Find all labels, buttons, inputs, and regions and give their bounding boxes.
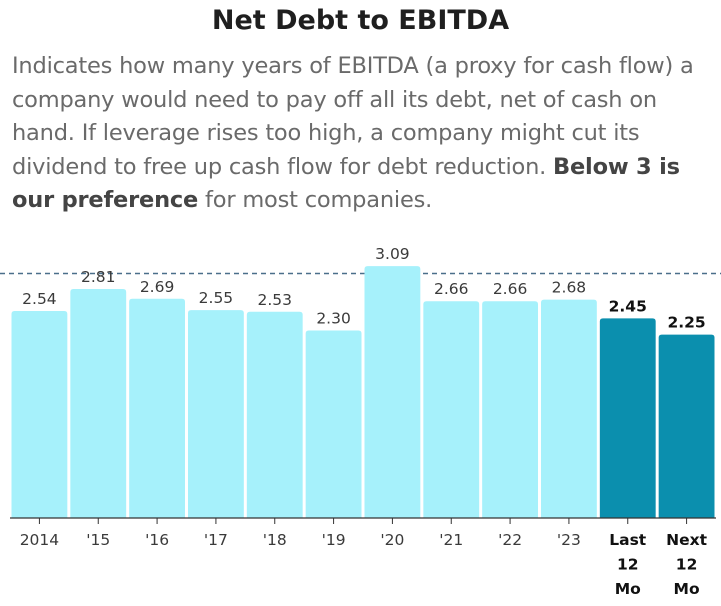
data-label: 2.81 [81, 268, 116, 286]
x-tick-label: '16 [145, 531, 169, 549]
bar [188, 310, 244, 518]
bar [305, 330, 362, 518]
x-tick-label: '19 [322, 531, 346, 549]
x-tick-label: '20 [380, 531, 404, 549]
data-label: 2.66 [434, 280, 469, 298]
data-label: 2.45 [609, 297, 647, 315]
x-tick-label: '23 [557, 531, 581, 549]
description-text-end: for most companies. [198, 187, 433, 214]
data-label: 2.25 [667, 314, 705, 332]
bar [658, 334, 715, 518]
bar [541, 299, 597, 518]
data-label: 2.55 [199, 289, 234, 307]
description-text: Indicates how many years of EBITDA (a pr… [12, 53, 694, 180]
x-tick-label: '21 [439, 531, 463, 549]
data-label: 2.66 [493, 280, 528, 298]
bar [129, 298, 185, 518]
bar [599, 318, 656, 518]
chart-title: Net Debt to EBITDA [211, 5, 510, 36]
x-tick-label: '18 [263, 531, 287, 549]
x-tick-label: '17 [204, 531, 228, 549]
chart-description: Indicates how many years of EBITDA (a pr… [12, 50, 712, 218]
x-tick-label: Next 12 Mo [666, 531, 707, 598]
description-emphasis: Below 3 is our preference [12, 153, 680, 214]
data-label: 2.53 [257, 291, 292, 309]
bar [246, 311, 303, 518]
data-label: 2.54 [22, 290, 57, 308]
x-tick-label: '22 [498, 531, 522, 549]
bar [364, 266, 421, 518]
bar [482, 301, 538, 518]
data-label: 2.69 [140, 278, 175, 296]
x-tick-label: '15 [86, 531, 110, 549]
data-label: 2.30 [316, 310, 351, 328]
x-tick-label: Last 12 Mo [609, 531, 647, 598]
bar [423, 301, 480, 518]
bar [11, 310, 68, 518]
data-label: 2.68 [552, 279, 587, 297]
x-tick-label: 2014 [20, 531, 59, 549]
bar [70, 288, 127, 518]
data-label: 3.09 [375, 245, 410, 263]
